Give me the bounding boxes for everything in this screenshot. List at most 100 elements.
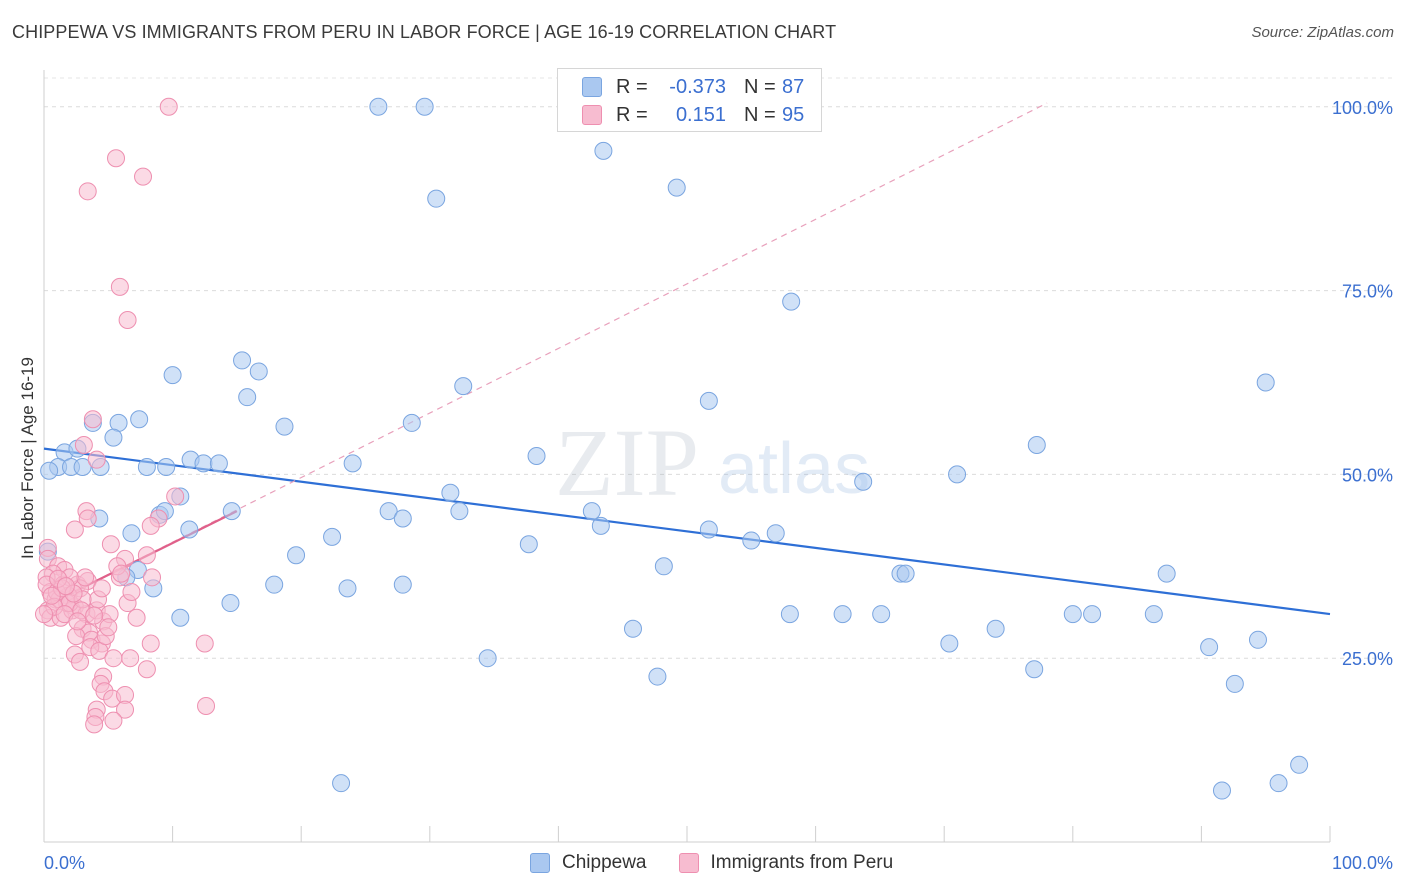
data-point [85, 606, 104, 625]
y-tick-label: 100.0% [1332, 98, 1393, 118]
data-point [127, 608, 146, 627]
data-point [591, 516, 610, 535]
series-legend-chippewa: Chippewa [530, 852, 647, 874]
data-point [74, 435, 93, 454]
data-point [766, 524, 785, 543]
legend-n-label: N = [744, 103, 776, 126]
data-point [1269, 774, 1288, 793]
legend-r-label: R = [616, 75, 648, 98]
watermark: ZIP atlas [555, 409, 870, 516]
data-points [35, 97, 1309, 800]
legend-n-label: N = [744, 75, 776, 98]
data-point [415, 97, 434, 116]
data-point [527, 447, 546, 465]
data-point [940, 634, 959, 653]
data-point [667, 178, 686, 197]
correlation-legend: R = -0.373 N = 87 R = 0.151 N = 95 [557, 68, 822, 132]
data-point [1290, 755, 1309, 774]
data-point [110, 277, 129, 296]
data-point [116, 700, 135, 719]
data-point [594, 141, 613, 160]
data-point [78, 509, 97, 528]
data-point [166, 487, 185, 506]
data-point [137, 546, 156, 565]
data-point [393, 575, 412, 594]
data-point [104, 428, 123, 447]
data-point [42, 586, 61, 605]
series-swatch-chippewa [530, 853, 550, 873]
data-point [83, 410, 102, 429]
data-point [450, 502, 469, 521]
series-swatch-peru [678, 853, 699, 873]
data-point [872, 605, 891, 624]
data-point [92, 579, 111, 598]
legend-row-chippewa: R = -0.373 N = 87 [558, 73, 804, 101]
data-point [194, 454, 213, 473]
data-point [85, 715, 104, 734]
data-point [1063, 605, 1082, 624]
data-point [454, 377, 473, 396]
axes [43, 70, 1331, 843]
data-point [65, 520, 84, 539]
data-point [134, 167, 153, 186]
data-point [56, 577, 75, 596]
data-point [1157, 564, 1176, 583]
series-chippewa-points [38, 97, 1309, 800]
data-point [699, 391, 718, 410]
data-point [699, 520, 718, 539]
data-point [323, 527, 342, 546]
watermark-zip: ZIP [555, 409, 699, 516]
chart-title: CHIPPEWA VS IMMIGRANTS FROM PERU IN LABO… [12, 22, 837, 42]
data-point [1027, 435, 1046, 454]
series-label-chippewa: Chippewa [562, 852, 647, 873]
data-point [112, 564, 131, 583]
data-point [87, 450, 106, 469]
y-tick-label: 75.0% [1342, 282, 1393, 302]
data-point [159, 97, 178, 116]
data-point [238, 388, 257, 407]
data-point [1025, 660, 1044, 679]
data-point [742, 531, 761, 550]
data-point [209, 454, 228, 473]
data-point [1083, 605, 1102, 624]
data-point [986, 619, 1005, 638]
data-point [157, 458, 176, 477]
data-point [143, 568, 162, 587]
data-point [195, 634, 214, 653]
chart-source: Source: ZipAtlas.com [1251, 24, 1394, 41]
trend-line-chippewa [43, 447, 1331, 616]
data-point [197, 696, 216, 715]
data-point [141, 634, 160, 653]
data-point [393, 509, 412, 528]
data-point [222, 502, 241, 521]
data-point [73, 458, 92, 477]
data-point [68, 612, 87, 631]
data-point [275, 417, 294, 436]
data-point [1225, 674, 1244, 693]
data-point [118, 310, 137, 329]
data-point [137, 660, 156, 679]
data-point [338, 579, 357, 598]
data-point [332, 774, 351, 793]
data-point [233, 351, 252, 370]
data-point [369, 97, 388, 116]
series-peru-points [35, 97, 216, 734]
data-point [107, 149, 126, 168]
data-point [623, 619, 642, 638]
series-legend-peru: Immigrants from Peru [678, 852, 893, 874]
data-point [402, 413, 421, 432]
data-point [582, 502, 601, 521]
legend-n-value: 95 [782, 103, 805, 126]
data-point [287, 546, 306, 565]
data-point [221, 594, 240, 613]
data-point [833, 605, 852, 624]
data-point [99, 618, 118, 637]
y-tick-label: 25.0% [1342, 649, 1393, 669]
y-axis-label: In Labor Force | Age 16-19 [18, 357, 37, 559]
data-point [171, 608, 190, 627]
data-point [78, 182, 97, 201]
data-point [122, 583, 141, 602]
legend-swatch-chippewa [582, 77, 602, 97]
data-point [104, 711, 123, 730]
data-point [137, 458, 156, 477]
